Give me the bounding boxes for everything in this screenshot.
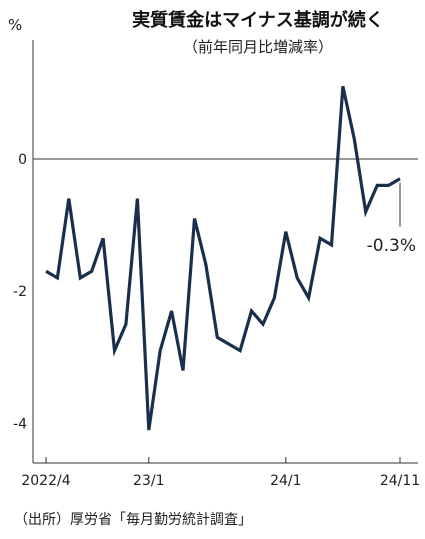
y-tick-label: -2 [13, 284, 27, 300]
series-group [45, 85, 401, 431]
series-line [45, 85, 401, 431]
y-tick-label: 0 [18, 152, 27, 168]
x-tick-label: 2022/4 [21, 473, 70, 489]
chart-title: 実質賃金はマイナス基調が続く [132, 9, 384, 31]
source-note: （出所）厚労省「毎月勤労統計調査」 [14, 512, 252, 528]
x-tick-label: 24/1 [270, 473, 301, 489]
y-tick-labels: 0 -2 -4 [13, 152, 27, 432]
x-tick-label: 24/11 [380, 473, 420, 489]
annotation-label: -0.3% [367, 236, 416, 256]
x-tick-labels: 2022/4 23/1 24/1 24/11 [21, 473, 420, 489]
annotation-group: -0.3% [367, 182, 416, 256]
y-unit-label: % [8, 16, 22, 34]
y-tick-label: -4 [13, 416, 27, 432]
chart-subtitle: （前年同月比増減率） [183, 38, 333, 56]
x-tick-label: 23/1 [133, 473, 164, 489]
axes [32, 40, 418, 464]
